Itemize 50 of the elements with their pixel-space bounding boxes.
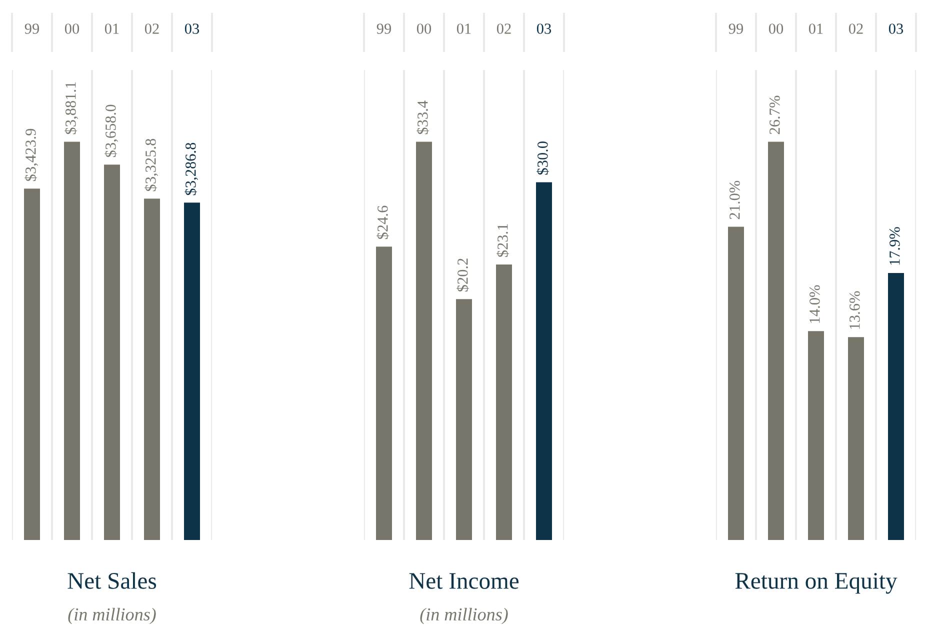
bar [728, 226, 744, 540]
text: Net Sales [68, 572, 156, 589]
data-label: $24.6 [376, 206, 389, 240]
bar [456, 299, 472, 540]
x-tick-label: 03 [184, 24, 200, 34]
bar [416, 142, 432, 540]
x-tick-label: 03 [536, 24, 552, 34]
x-tick-label: 03 [888, 24, 904, 34]
data-label: $3,286.8 [184, 142, 198, 196]
bar [768, 142, 784, 540]
data-label: $3,423.9 [24, 128, 38, 182]
data-label: $33.4 [416, 100, 429, 134]
bar [496, 264, 512, 540]
bar [184, 202, 200, 540]
data-label: $23.1 [496, 224, 509, 257]
x-tick-label: 00 [768, 24, 784, 34]
bar [848, 337, 864, 540]
x-tick-label: 99 [24, 24, 40, 34]
data-label: 14.0% [810, 285, 820, 323]
data-label: 17.9% [890, 227, 900, 265]
data-label: 13.6% [850, 291, 860, 329]
x-tick-label: 99 [376, 24, 392, 34]
bar [144, 198, 160, 540]
data-label: $3,881.1 [64, 82, 78, 134]
x-tick-label: 00 [416, 24, 432, 34]
data-label: $3,325.8 [144, 138, 158, 192]
data-label: 26.7% [770, 96, 780, 134]
x-tick-label: 01 [456, 24, 471, 34]
data-label: $20.2 [456, 258, 469, 292]
data-label: $3,658.0 [104, 104, 118, 157]
text: Net Income [409, 573, 519, 589]
data-label: $30.0 [536, 142, 549, 175]
x-tick-label: 00 [64, 24, 80, 34]
bar [888, 272, 904, 540]
x-tick-label: 99 [728, 24, 744, 34]
bar [104, 164, 120, 540]
bar [64, 142, 80, 540]
text: (in millions) [420, 608, 508, 624]
x-tick-label: 02 [496, 24, 511, 34]
text: (in millions) [68, 608, 156, 624]
x-tick-label: 01 [808, 24, 823, 34]
x-tick-label: 02 [848, 24, 863, 34]
bar [24, 188, 40, 540]
bar [376, 246, 392, 540]
bar [536, 182, 552, 540]
bar [808, 331, 824, 540]
x-tick-label: 01 [104, 24, 119, 34]
x-tick-label: 02 [144, 24, 159, 34]
data-label: 21.0% [730, 180, 740, 220]
text: Return on Equity [735, 572, 898, 594]
